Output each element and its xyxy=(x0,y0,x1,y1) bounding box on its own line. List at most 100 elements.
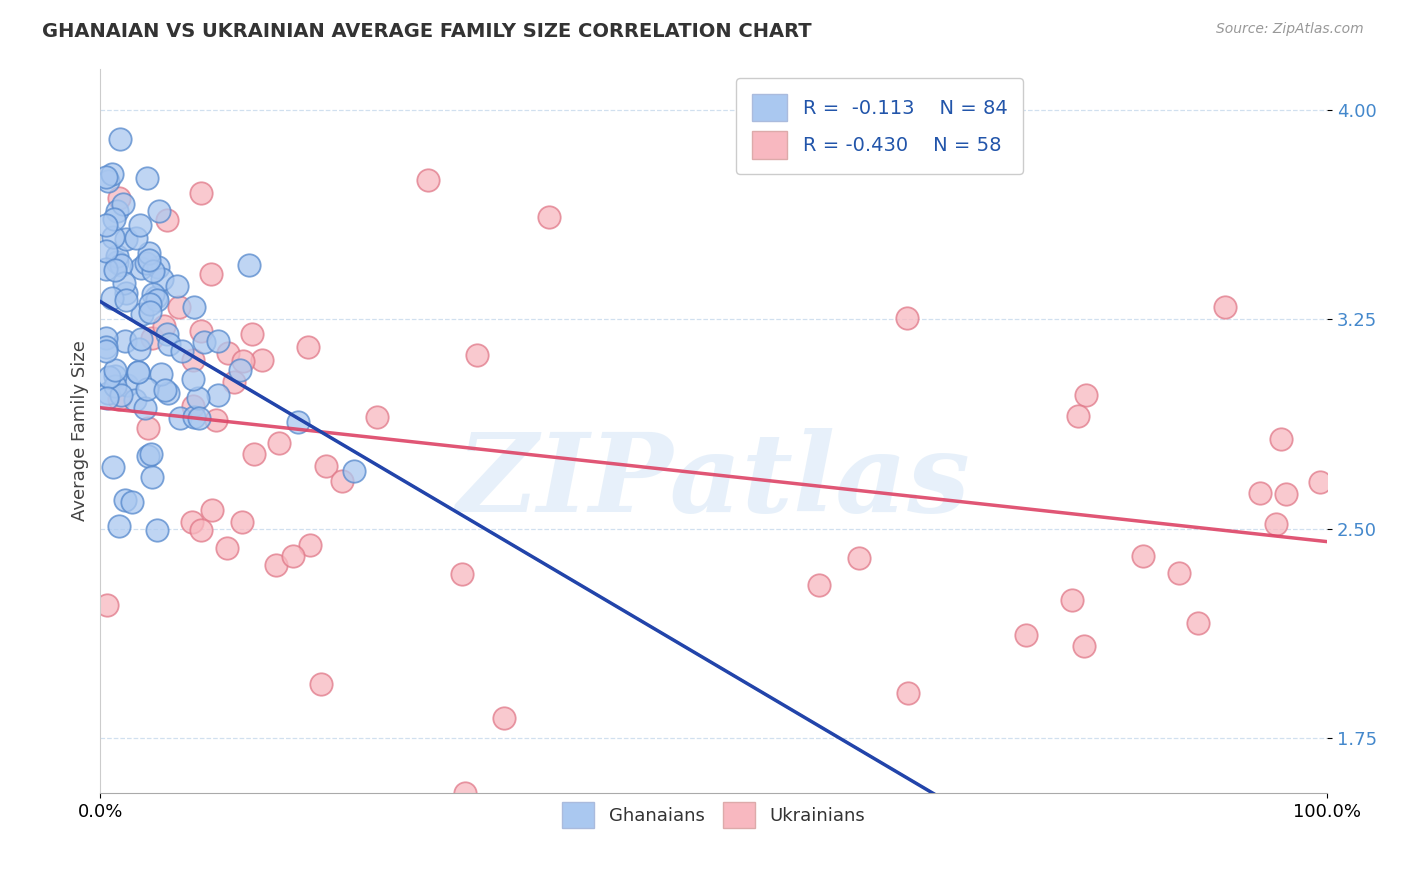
Point xyxy=(100,291,122,305)
Point xyxy=(298,538,321,552)
Point xyxy=(1270,432,1292,446)
Point xyxy=(1073,639,1095,653)
Point xyxy=(169,300,191,314)
Point xyxy=(115,286,138,301)
Point xyxy=(181,399,204,413)
Point xyxy=(264,558,287,572)
Point xyxy=(1309,475,1331,489)
Point xyxy=(114,493,136,508)
Point xyxy=(1264,516,1286,531)
Point xyxy=(897,686,920,700)
Point xyxy=(115,232,138,246)
Point xyxy=(217,346,239,360)
Point xyxy=(148,203,170,218)
Point xyxy=(101,167,124,181)
Point xyxy=(156,386,179,401)
Point xyxy=(207,388,229,402)
Point xyxy=(138,421,160,435)
Point xyxy=(1249,485,1271,500)
Point xyxy=(114,334,136,348)
Point xyxy=(145,290,167,304)
Point xyxy=(1015,628,1038,642)
Point xyxy=(97,386,120,401)
Point xyxy=(141,330,163,344)
Point xyxy=(127,365,149,379)
Point xyxy=(207,334,229,348)
Point xyxy=(157,337,180,351)
Point xyxy=(187,391,209,405)
Point xyxy=(315,459,337,474)
Point xyxy=(494,711,516,725)
Point xyxy=(104,379,127,393)
Text: GHANAIAN VS UKRAINIAN AVERAGE FAMILY SIZE CORRELATION CHART: GHANAIAN VS UKRAINIAN AVERAGE FAMILY SIZ… xyxy=(42,22,811,41)
Point xyxy=(309,676,332,690)
Point xyxy=(105,248,128,262)
Point xyxy=(190,324,212,338)
Point xyxy=(98,369,121,384)
Point xyxy=(156,212,179,227)
Text: Source: ZipAtlas.com: Source: ZipAtlas.com xyxy=(1216,22,1364,37)
Point xyxy=(136,383,159,397)
Point xyxy=(142,264,165,278)
Point xyxy=(454,786,477,800)
Point xyxy=(105,204,128,219)
Point xyxy=(190,186,212,201)
Point xyxy=(110,258,132,272)
Point xyxy=(201,503,224,517)
Point xyxy=(181,516,204,530)
Point xyxy=(150,272,173,286)
Point xyxy=(135,255,157,269)
Point xyxy=(366,409,388,424)
Point xyxy=(121,495,143,509)
Point xyxy=(330,475,353,489)
Point xyxy=(450,566,472,581)
Point xyxy=(134,401,156,416)
Point xyxy=(115,378,138,392)
Point xyxy=(142,287,165,301)
Point xyxy=(101,229,124,244)
Point xyxy=(104,263,127,277)
Point xyxy=(108,392,131,407)
Point xyxy=(183,300,205,314)
Point xyxy=(104,368,127,383)
Point xyxy=(129,218,152,232)
Point xyxy=(287,415,309,429)
Point xyxy=(139,305,162,319)
Point xyxy=(1074,388,1097,402)
Point xyxy=(108,132,131,146)
Point xyxy=(183,372,205,386)
Point xyxy=(111,196,134,211)
Point xyxy=(127,366,149,380)
Point xyxy=(166,278,188,293)
Point xyxy=(228,362,250,376)
Point xyxy=(153,318,176,333)
Point xyxy=(115,293,138,308)
Point xyxy=(183,353,205,368)
Point xyxy=(138,253,160,268)
Point xyxy=(232,354,254,368)
Point xyxy=(193,334,215,349)
Point xyxy=(146,260,169,274)
Point xyxy=(190,523,212,537)
Point xyxy=(96,262,118,277)
Point xyxy=(103,211,125,226)
Point xyxy=(172,343,194,358)
Point xyxy=(96,340,118,354)
Point xyxy=(156,326,179,341)
Point xyxy=(131,307,153,321)
Point xyxy=(343,464,366,478)
Point xyxy=(281,549,304,563)
Point xyxy=(240,326,263,341)
Point xyxy=(129,333,152,347)
Point xyxy=(250,352,273,367)
Point xyxy=(108,191,131,205)
Point xyxy=(238,258,260,272)
Point xyxy=(1168,566,1191,580)
Y-axis label: Average Family Size: Average Family Size xyxy=(72,341,89,521)
Point xyxy=(124,230,146,244)
Point xyxy=(1275,487,1298,501)
Point xyxy=(108,518,131,533)
Point xyxy=(896,310,918,325)
Point xyxy=(96,331,118,345)
Point xyxy=(1213,300,1236,314)
